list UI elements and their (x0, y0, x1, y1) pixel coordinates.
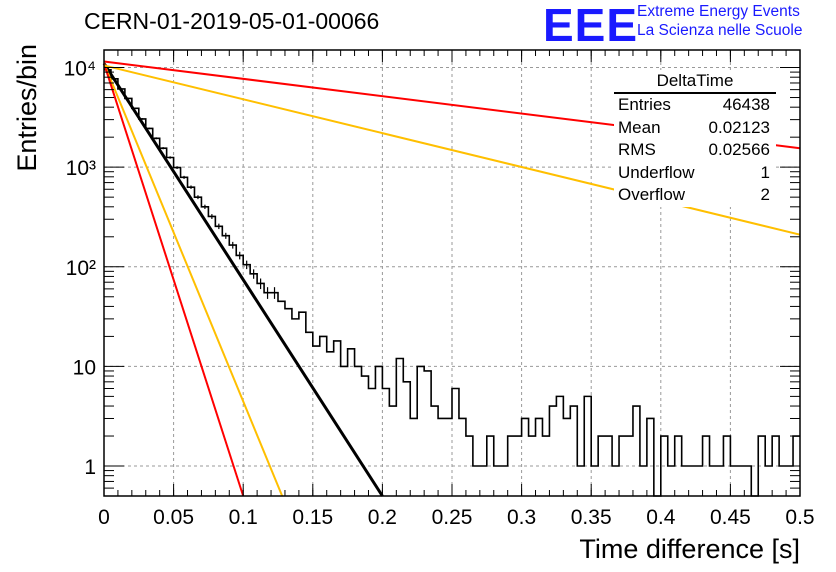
stats-value: 2 (760, 185, 770, 204)
x-tick-label: 0.3 (507, 506, 536, 529)
stats-label: Mean (618, 117, 661, 137)
eee-logo: EEE (543, 0, 639, 51)
stats-box: DeltaTime Entries 46438 Mean 0.02123 RMS… (614, 70, 776, 207)
brand-line-1: Extreme Energy Events (637, 3, 800, 20)
stats-row-mean: Mean 0.02123 (614, 117, 776, 140)
fit-line-1 (103, 63, 284, 497)
x-tick-label: 0.5 (785, 506, 814, 529)
x-tick-label: 0.2 (368, 506, 397, 529)
x-tick-label: 0.25 (432, 506, 473, 529)
fit-line-0 (102, 62, 384, 497)
y-tick-label: 1 (84, 456, 96, 479)
stats-row-rms: RMS 0.02566 (614, 139, 776, 162)
run-title: CERN-01-2019-05-01-00066 (84, 8, 380, 34)
x-axis-label: Time difference [s] (579, 534, 800, 564)
brand-line-2: La Scienza nelle Scuole (637, 22, 803, 39)
stats-row-underflow: Underflow 1 (614, 162, 776, 185)
stats-label: Underflow (618, 162, 695, 182)
stats-value: 46438 (722, 95, 770, 114)
y-tick-label: 10² (66, 257, 96, 280)
x-tick-label: 0.1 (229, 506, 258, 529)
stats-value: 0.02566 (708, 140, 770, 159)
y-tick-label: 10⁴ (64, 58, 96, 81)
brand-text: Extreme Energy Events La Scienza nelle S… (637, 2, 802, 40)
x-tick-label: 0 (98, 506, 110, 529)
histogram-outline (104, 68, 800, 497)
stats-label: Overflow (618, 185, 686, 204)
stats-row-entries: Entries 46438 (614, 94, 776, 117)
x-tick-label: 0.15 (292, 506, 333, 529)
x-tick-label: 0.35 (571, 506, 612, 529)
stats-label: RMS (618, 140, 656, 159)
fit-line-2 (103, 63, 245, 497)
stats-value: 1 (760, 162, 770, 182)
stats-label: Entries (618, 95, 671, 114)
stats-value: 0.02123 (708, 117, 770, 137)
x-tick-label: 0.45 (710, 506, 751, 529)
y-axis-label: Entries/bin (12, 44, 42, 172)
y-tick-label: 10³ (66, 157, 96, 180)
x-tick-label: 0.4 (646, 506, 676, 529)
y-tick-label: 10 (73, 356, 96, 379)
x-tick-label: 0.05 (153, 506, 194, 529)
stats-title: DeltaTime (614, 70, 776, 94)
stats-row-overflow: Overflow 2 (614, 184, 776, 207)
